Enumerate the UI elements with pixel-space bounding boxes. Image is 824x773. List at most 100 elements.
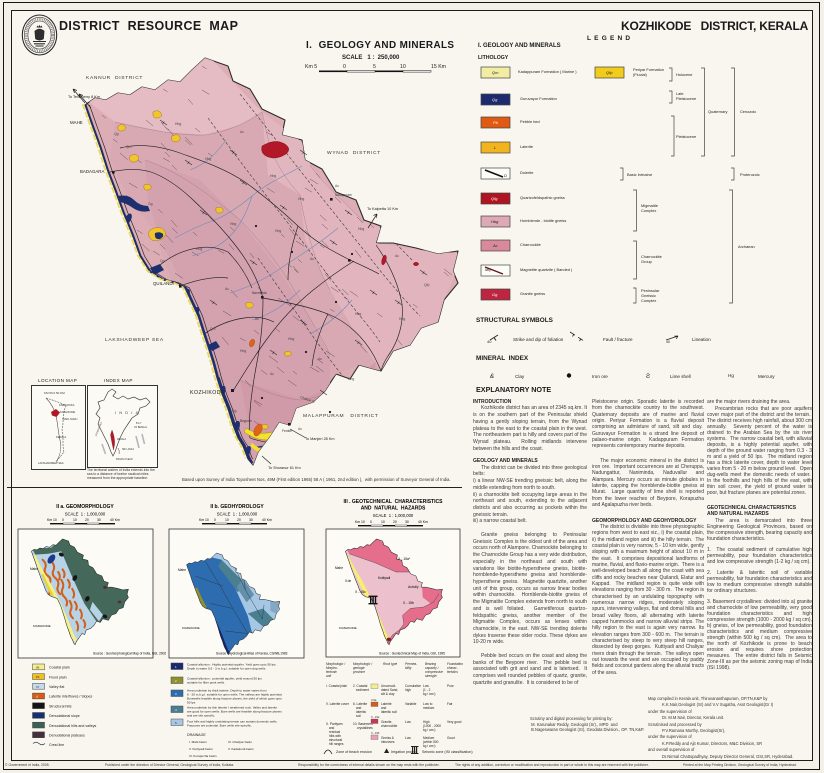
svg-text:Coastal alluvium : potential a: Coastal alluvium : potential aquifer, yi… xyxy=(187,677,262,681)
svg-text:Bearing: Bearing xyxy=(425,662,436,666)
svg-text:I. Coastal plain: I. Coastal plain xyxy=(326,684,347,688)
svg-text:10: 10 xyxy=(225,518,229,522)
svg-text:Medium: Medium xyxy=(423,736,435,740)
svg-text:Km 5: Km 5 xyxy=(305,64,317,70)
svg-text:DRAINAGE: DRAINAGE xyxy=(187,733,206,737)
svg-text:Structural hills: Structural hills xyxy=(49,704,72,708)
svg-text:Hbg: Hbg xyxy=(399,317,405,321)
svg-text:Qg: Qg xyxy=(232,409,237,413)
svg-text:bility: bility xyxy=(405,666,412,670)
svg-text:30: 30 xyxy=(405,520,409,524)
svg-text:KM 50 0 50 KM: KM 50 0 50 KM xyxy=(44,391,65,395)
svg-text:Mahe: Mahe xyxy=(30,567,38,571)
svg-text:geologic: geologic xyxy=(353,666,365,670)
svg-text:Foot hills and highly undulati: Foot hills and highly undulating terrain… xyxy=(187,720,278,724)
svg-text:Zone of beach erosion: Zone of beach erosion xyxy=(336,750,372,754)
svg-text:3: 3 xyxy=(175,692,177,696)
svg-text:Ac: Ac xyxy=(298,427,302,431)
svg-text:suitable for filter point well: suitable for filter point wells. xyxy=(187,681,225,685)
svg-text:Fractures are potential. Bore: Fractures are potential. Bore wells site… xyxy=(187,724,252,728)
svg-text:SCALE 1 : 1,000,000: SCALE 1 : 1,000,000 xyxy=(373,513,414,518)
svg-text:SRI LANKA: SRI LANKA xyxy=(122,448,134,451)
svg-text:Peninsular: Peninsular xyxy=(641,288,660,293)
svg-text:Qfp: Qfp xyxy=(606,70,613,75)
svg-text:Guruvayur Formation: Guruvayur Formation xyxy=(520,96,557,101)
svg-text:Ac: Ac xyxy=(395,254,399,258)
svg-text:Permea-: Permea- xyxy=(405,662,417,666)
svg-text:0: 0 xyxy=(370,520,372,524)
svg-text:10: 10 xyxy=(400,64,406,70)
svg-text:KARNATAKA: KARNATAKA xyxy=(59,403,75,407)
svg-text:II a. GEOMORPHOLOGY: II a. GEOMORPHOLOGY xyxy=(56,504,114,510)
svg-text:10: 10 xyxy=(73,518,77,522)
svg-text:Pleistocene: Pleistocene xyxy=(676,134,696,139)
svg-text:Pleistocene: Pleistocene xyxy=(676,96,696,101)
svg-text:strength: strength xyxy=(425,674,437,678)
svg-text:Proterozoic: Proterozoic xyxy=(740,172,760,177)
svg-text:KOZHIKODE: KOZHIKODE xyxy=(60,410,76,414)
svg-text:0: 0 xyxy=(62,518,64,522)
svg-text:2: 2 xyxy=(175,679,177,683)
svg-text:II b. GEOHYDROLOGY: II b. GEOHYDROLOGY xyxy=(210,504,264,510)
svg-text:Mahe: Mahe xyxy=(335,566,343,570)
svg-text:Beypore: Beypore xyxy=(240,419,252,423)
svg-text:Kuttiyadi: Kuttiyadi xyxy=(378,576,391,580)
svg-text:Morpho-: Morpho- xyxy=(326,666,338,670)
svg-text:Lime shell: Lime shell xyxy=(670,374,691,379)
svg-text:Hbg: Hbg xyxy=(355,312,361,316)
svg-text:Feroke: Feroke xyxy=(282,429,292,433)
svg-text:kg / cm²): kg / cm²) xyxy=(423,728,435,732)
svg-text:6. Laterite: 6. Laterite xyxy=(353,702,367,706)
svg-text:40 Km: 40 Km xyxy=(418,520,428,524)
svg-text:Borewells feasible along fract: Borewells feasible along fracture planes… xyxy=(187,697,282,701)
svg-text:TAMIL NADU: TAMIL NADU xyxy=(62,417,78,421)
svg-text:5: 5 xyxy=(175,721,177,725)
svg-text:Periyar Formation: Periyar Formation xyxy=(633,67,664,72)
svg-text:30: 30 xyxy=(249,518,253,522)
svg-text:Good: Good xyxy=(447,736,455,740)
svg-text:and are site specific.: and are site specific. xyxy=(187,714,215,718)
svg-text:Complex: Complex xyxy=(641,208,656,213)
svg-text:B A Y: B A Y xyxy=(136,422,142,425)
svg-text:Hbg: Hbg xyxy=(230,222,236,226)
svg-text:I N D I A: I N D I A xyxy=(115,411,139,415)
svg-text:Hornblende - biotite gneiss: Hornblende - biotite gneiss xyxy=(520,218,566,223)
svg-text:Archaean: Archaean xyxy=(738,244,755,249)
svg-text:Very good: Very good xyxy=(447,720,462,724)
svg-text:capacity /: capacity / xyxy=(425,666,440,670)
svg-text:lateritic soil: lateritic soil xyxy=(381,710,397,714)
svg-text:Low to: Low to xyxy=(423,702,433,706)
svg-text:and: and xyxy=(329,726,335,730)
svg-text:KOZHIKODE: KOZHIKODE xyxy=(339,626,357,630)
svg-text:V-5a: V-5a xyxy=(371,698,377,702)
svg-text:30: 30 xyxy=(97,518,101,522)
svg-text:hill ranges: hill ranges xyxy=(329,742,344,746)
svg-text:Area underlain by thick lateri: Area underlain by thick laterite. Depth … xyxy=(187,689,267,693)
svg-text:1: 1 xyxy=(175,665,177,669)
svg-text:Wi: Wi xyxy=(36,666,40,670)
svg-text:Quartzofeldspathic gneiss: Quartzofeldspathic gneiss xyxy=(520,195,565,200)
svg-text:Ac: Ac xyxy=(310,257,314,261)
svg-text:Denudational hills and valleys: Denudational hills and valleys xyxy=(49,724,97,728)
svg-text:Kadappuram Formation ( Marine: Kadappuram Formation ( Marine ) xyxy=(518,69,577,74)
svg-text:KERALA: KERALA xyxy=(56,435,67,439)
svg-text:are good for open wells. Bore: are good for open wells. Bore wells are … xyxy=(187,710,282,714)
svg-text:II. Kuttiyadi basin: II. Kuttiyadi basin xyxy=(189,747,213,751)
svg-text:Lineation: Lineation xyxy=(692,337,711,342)
svg-text:Rock type: Rock type xyxy=(383,662,397,666)
svg-text:dated Sand,: dated Sand, xyxy=(381,688,398,692)
svg-text:Ac: Ac xyxy=(335,184,339,188)
svg-text:Charnockite: Charnockite xyxy=(641,254,662,259)
svg-text:Quaternary: Quaternary xyxy=(708,109,728,114)
svg-text:Clay: Clay xyxy=(515,374,525,379)
svg-text:Variable: Variable xyxy=(405,702,417,706)
svg-text:Coastal alluvium : Highly pote: Coastal alluvium : Highly potential aqui… xyxy=(187,663,277,667)
svg-text:Basic Intrusive: Basic Intrusive xyxy=(627,172,652,177)
svg-text:Qfg: Qfg xyxy=(491,196,498,201)
svg-text:Mercury: Mercury xyxy=(758,374,775,379)
svg-text:High: High xyxy=(423,720,430,724)
svg-text:X. Partiyam: X. Partiyam xyxy=(326,722,343,726)
svg-text:V. Kadalundi basin: V. Kadalundi basin xyxy=(228,747,254,751)
svg-text:X - 15b: X - 15b xyxy=(403,601,414,605)
svg-text:KOZHIKODE: KOZHIKODE xyxy=(182,626,200,630)
